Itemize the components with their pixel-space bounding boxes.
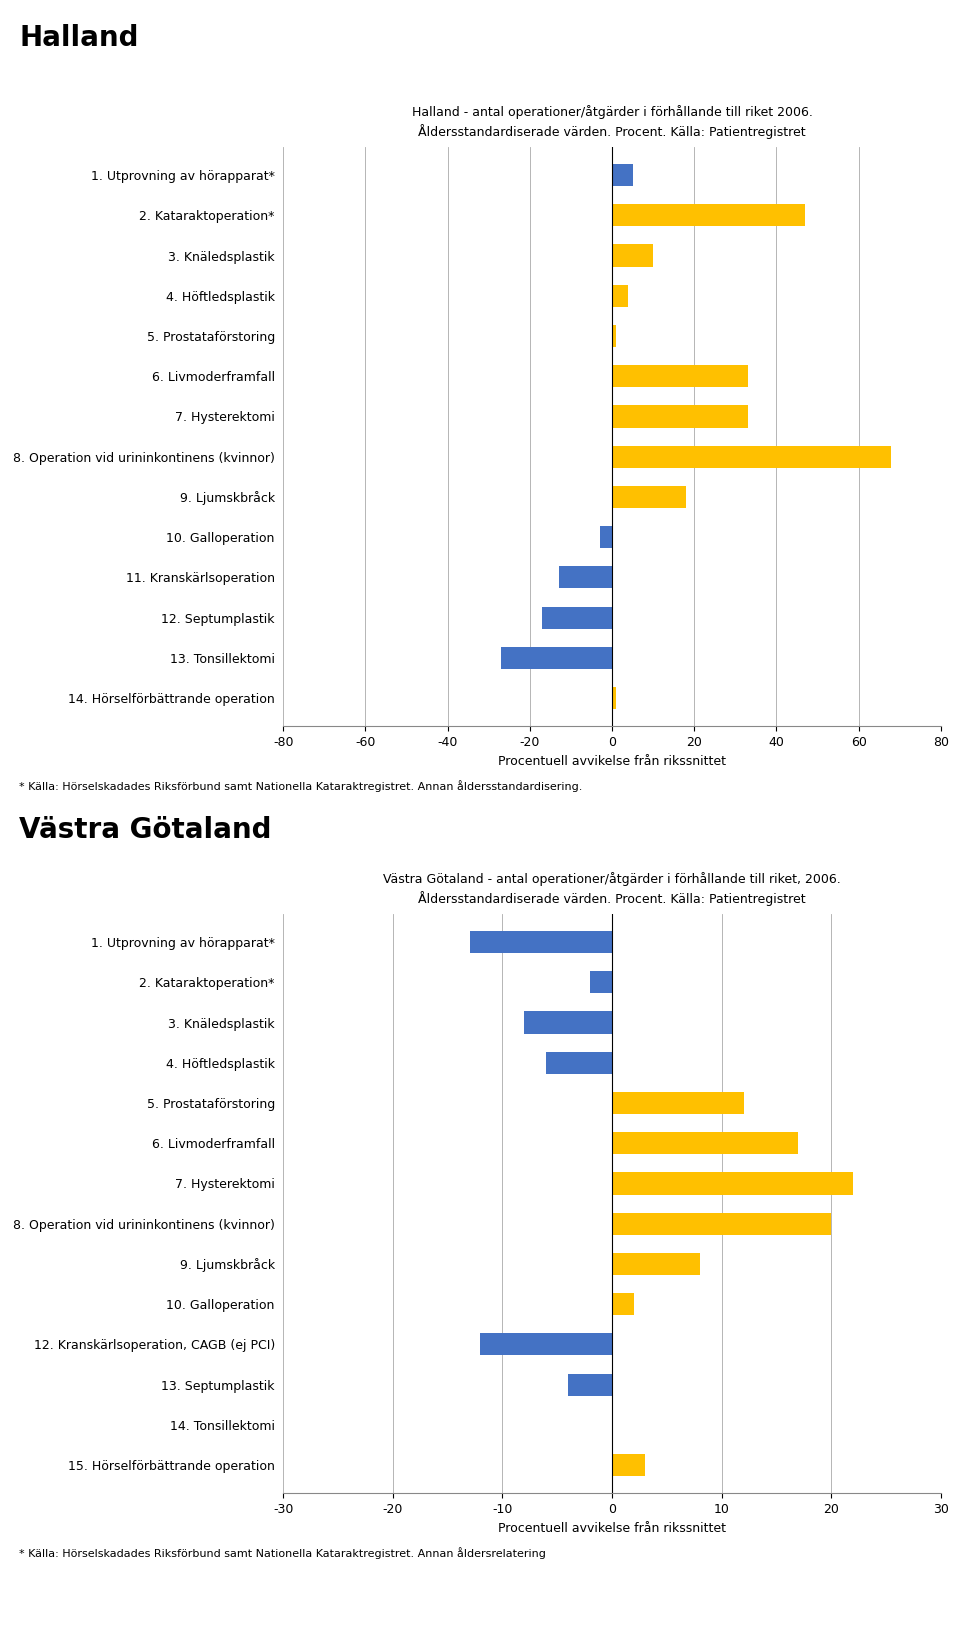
Text: * Källa: Hörselskadades Riksförbund samt Nationella Kataraktregistret. Annan åld: * Källa: Hörselskadades Riksförbund samt… (19, 1547, 546, 1559)
Bar (612, 325, 616, 348)
Bar (501, 646, 612, 669)
Bar (612, 1092, 743, 1115)
Bar (612, 446, 892, 468)
Text: Västra Götaland: Västra Götaland (19, 816, 272, 844)
Bar (612, 245, 653, 266)
X-axis label: Procentuell avvikelse från rikssnittet: Procentuell avvikelse från rikssnittet (498, 754, 726, 767)
Bar (612, 1454, 645, 1477)
Text: Halland: Halland (19, 24, 138, 52)
Bar (612, 366, 748, 387)
Bar (559, 566, 612, 589)
Bar (612, 1133, 799, 1154)
Bar (612, 1213, 831, 1235)
Bar (612, 687, 616, 710)
Bar (612, 1172, 853, 1195)
X-axis label: Procentuell avvikelse från rikssnittet: Procentuell avvikelse från rikssnittet (498, 1521, 726, 1534)
Bar (568, 1374, 612, 1395)
Bar (481, 1333, 612, 1356)
Bar (612, 1293, 634, 1315)
Bar (612, 204, 805, 227)
Bar (612, 284, 629, 307)
Bar (612, 1253, 700, 1275)
Bar (612, 486, 686, 508)
Title: Västra Götaland - antal operationer/åtgärder i förhållande till riket, 2006.
Åld: Västra Götaland - antal operationer/åtgä… (383, 871, 841, 906)
Bar (612, 163, 633, 186)
Bar (612, 405, 748, 428)
Bar (590, 971, 612, 994)
Bar (600, 526, 612, 548)
Title: Halland - antal operationer/åtgärder i förhållande till riket 2006.
Åldersstanda: Halland - antal operationer/åtgärder i f… (412, 104, 812, 139)
Bar (469, 930, 612, 953)
Text: * Källa: Hörselskadades Riksförbund samt Nationella Kataraktregistret. Annan åld: * Källa: Hörselskadades Riksförbund samt… (19, 780, 583, 792)
Bar (524, 1012, 612, 1033)
Bar (542, 607, 612, 628)
Bar (546, 1051, 612, 1074)
